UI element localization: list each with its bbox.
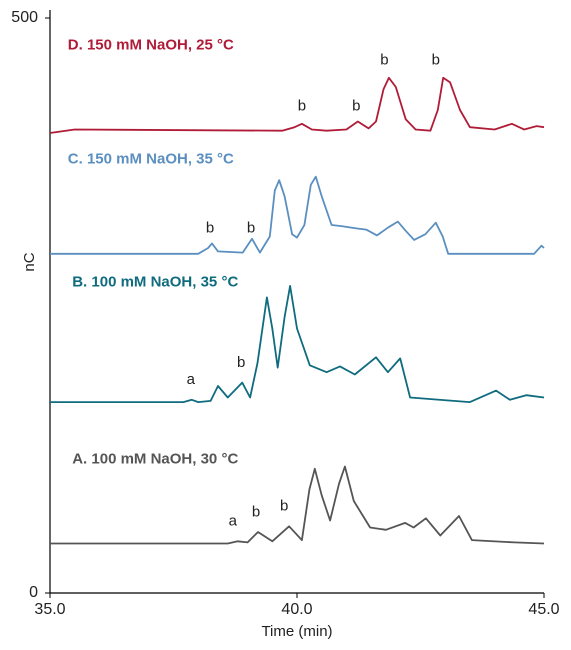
trace-label: C. 150 mM NaOH, 35 °C bbox=[68, 150, 234, 167]
peak-label: b bbox=[432, 52, 440, 69]
peak-label: b bbox=[352, 98, 360, 115]
peak-label: a bbox=[187, 371, 196, 388]
peak-label: b bbox=[298, 98, 306, 115]
x-tick-label: 45.0 bbox=[528, 601, 559, 618]
trace bbox=[50, 465, 545, 545]
peak-label: b bbox=[280, 498, 288, 515]
y-tick-label: 500 bbox=[11, 9, 38, 26]
peak-label: b bbox=[380, 52, 388, 69]
trace bbox=[49, 76, 545, 134]
y-axis-label: nC bbox=[21, 252, 38, 271]
peak-label: b bbox=[206, 219, 214, 236]
peak-label: a bbox=[229, 513, 238, 530]
x-tick-label: 40.0 bbox=[281, 601, 312, 618]
x-axis-label: Time (min) bbox=[261, 623, 332, 640]
y-tick-label: 0 bbox=[29, 584, 38, 601]
peak-label: b bbox=[237, 354, 245, 371]
trace-label: B. 100 mM NaOH, 35 °C bbox=[72, 273, 238, 290]
peak-label: b bbox=[252, 503, 260, 520]
peak-label: b bbox=[247, 219, 255, 236]
trace bbox=[50, 175, 545, 255]
trace-label: A. 100 mM NaOH, 30 °C bbox=[72, 451, 238, 468]
trace-label: D. 150 mM NaOH, 25 °C bbox=[68, 37, 234, 54]
trace bbox=[50, 285, 545, 403]
x-tick-label: 35.0 bbox=[34, 601, 65, 618]
